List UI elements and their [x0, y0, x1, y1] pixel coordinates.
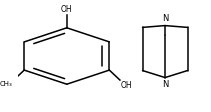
Text: N: N: [162, 80, 168, 89]
Text: CH₃: CH₃: [0, 81, 13, 87]
Text: OH: OH: [61, 5, 73, 14]
Text: N: N: [162, 14, 168, 23]
Text: OH: OH: [121, 81, 133, 90]
